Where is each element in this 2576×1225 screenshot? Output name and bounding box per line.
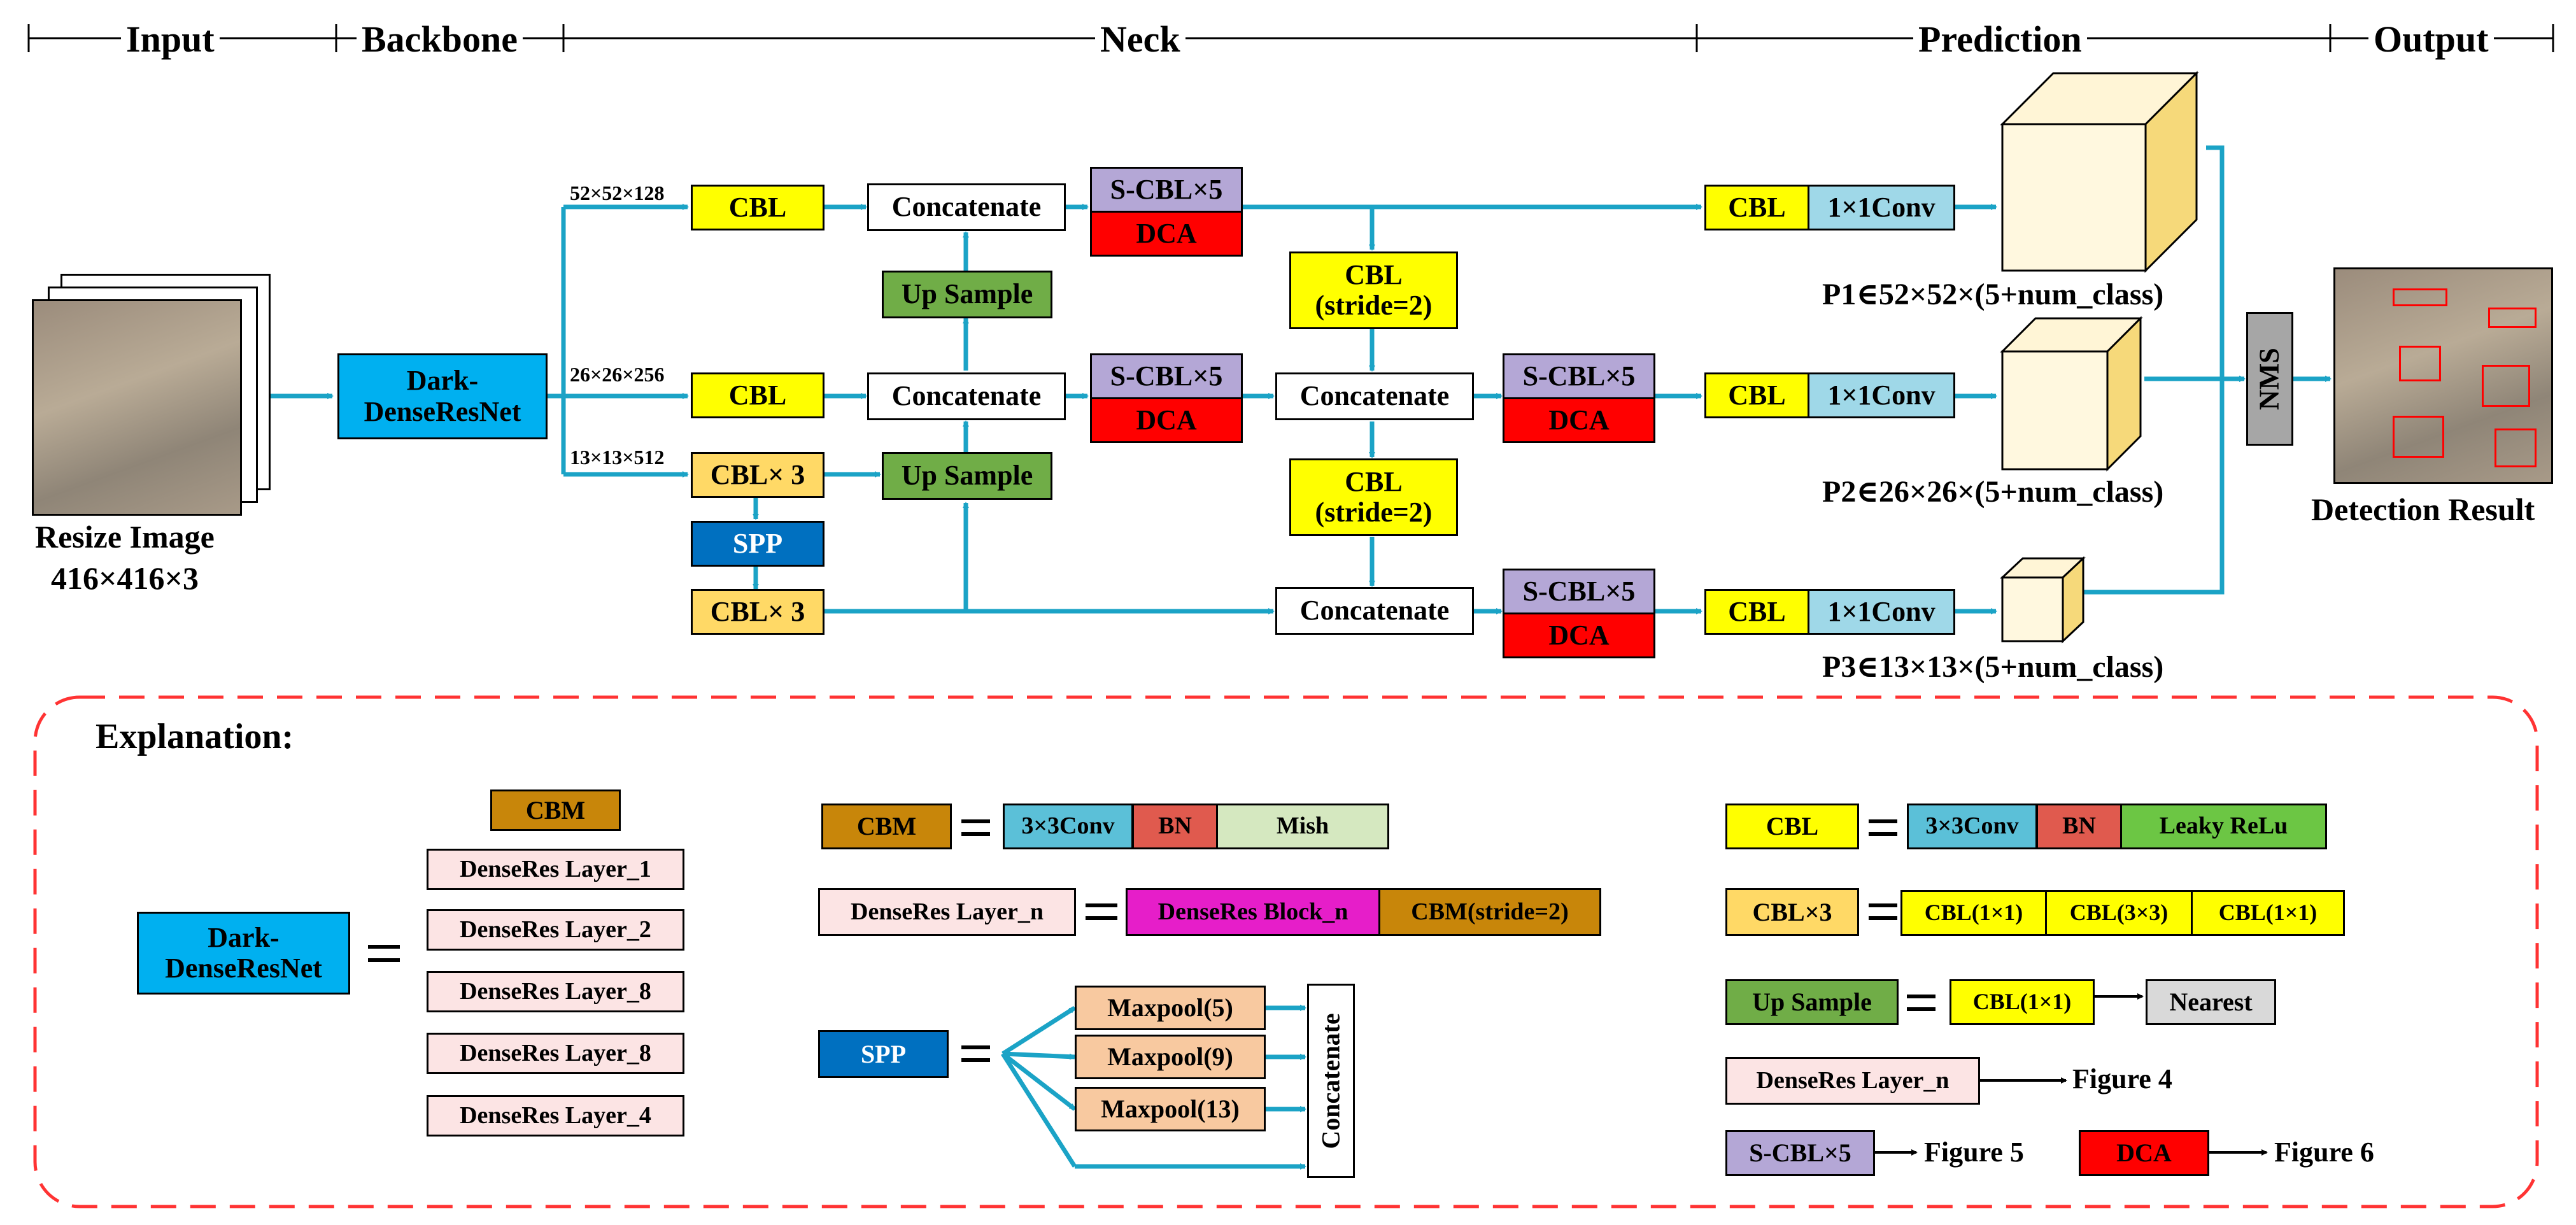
exp-cbl-bn: BN	[2036, 804, 2122, 849]
detection-result-caption: Detection Result	[2311, 492, 2535, 527]
exp-cbl3-c: CBL(1×1)	[2191, 890, 2345, 936]
exp-stack-layer8a: DenseRes Layer_8	[427, 971, 684, 1012]
pred-cbl-2: CBL	[1704, 372, 1809, 418]
exp-maxpool9: Maxpool(9)	[1075, 1035, 1266, 1079]
exp-cbm-bn: BN	[1132, 804, 1218, 849]
dim-52: 52×52×128	[570, 181, 665, 204]
exp-cbm: CBM	[821, 804, 952, 849]
exp-up-nearest: Nearest	[2146, 979, 2276, 1025]
neck-concat-top: Concatenate	[867, 183, 1066, 231]
input-caption-line2: 416×416×3	[51, 560, 199, 596]
exp-scbl: S-CBL×5	[1725, 1130, 1875, 1176]
exp-cbl3: CBL×3	[1725, 888, 1859, 936]
exp-cbm-conv: 3×3Conv	[1003, 804, 1133, 849]
cube-p1	[2000, 71, 2199, 273]
header-backbone: Backbone	[357, 18, 523, 60]
pred-cbl-1: CBL	[1704, 185, 1809, 230]
neck-concat-right-mid: Concatenate	[1275, 372, 1474, 420]
exp-spp-concat-label: Concatenate	[1316, 1012, 1345, 1149]
exp-cbm-mish: Mish	[1216, 804, 1389, 849]
p1-label: P1∈52×52×(5+num_class)	[1822, 278, 2164, 311]
exp-maxpool5: Maxpool(5)	[1075, 986, 1266, 1030]
neck-dca-top: DCA	[1090, 211, 1243, 257]
neck-dca-right-mid: DCA	[1503, 397, 1655, 443]
neck-dca-mid: DCA	[1090, 397, 1243, 443]
exp-dref: DenseRes Layer_n	[1725, 1057, 1980, 1105]
exp-maxpool13: Maxpool(13)	[1075, 1087, 1266, 1131]
exp-cbl3-b: CBL(3×3)	[2045, 890, 2193, 936]
neck-scbl-mid: S-CBL×5	[1090, 353, 1243, 399]
header-neck: Neck	[1095, 18, 1185, 60]
neck-scbl-top: S-CBL×5	[1090, 167, 1243, 213]
exp-cbl-leaky: Leaky ReLu	[2120, 804, 2327, 849]
exp-spp-concat: Concatenate	[1307, 984, 1355, 1178]
cube-p3	[2000, 556, 2086, 644]
exp-stack-layer2: DenseRes Layer_2	[427, 909, 684, 951]
neck-spp: SPP	[691, 521, 824, 567]
detection-box	[2495, 428, 2537, 467]
neck-cbl-stride-bottom: CBL (stride=2)	[1289, 458, 1458, 536]
dark-denseresnet-block: Dark- DenseResNet	[337, 353, 548, 439]
p3-label: P3∈13×13×(5+num_class)	[1822, 650, 2164, 684]
exp-cbl3-a: CBL(1×1)	[1900, 890, 2047, 936]
explanation-title: Explanation:	[96, 717, 294, 756]
explanation-arrows	[1875, 993, 2268, 1156]
exp-dca: DCA	[2079, 1130, 2209, 1176]
detection-box	[2393, 416, 2444, 458]
detection-box	[2399, 346, 2441, 381]
neck-cbl-52: CBL	[691, 185, 824, 230]
exp-dref-figure: Figure 4	[2072, 1063, 2172, 1094]
p2-label: P2∈26×26×(5+num_class)	[1822, 475, 2164, 509]
pred-conv-3: 1×1Conv	[1808, 589, 1955, 635]
exp-up-cbl: CBL(1×1)	[1950, 979, 2095, 1025]
dim-26: 26×26×256	[570, 363, 665, 386]
exp-cbl-conv: 3×3Conv	[1907, 804, 2037, 849]
neck-cbl3-top: CBL× 3	[691, 452, 824, 498]
neck-cbl-stride-top: CBL (stride=2)	[1289, 251, 1458, 329]
header-prediction: Prediction	[1913, 18, 2087, 60]
neck-upsample-top: Up Sample	[882, 271, 1052, 318]
detection-box	[2482, 365, 2530, 407]
nms-block: NMS	[2246, 312, 2293, 446]
pred-conv-1: 1×1Conv	[1808, 185, 1955, 230]
exp-stack-cbm: CBM	[490, 790, 621, 831]
pred-cbl-3: CBL	[1704, 589, 1809, 635]
detection-result-image	[2333, 267, 2553, 484]
neck-dca-bottom: DCA	[1503, 612, 1655, 658]
dim-13: 13×13×512	[570, 446, 665, 469]
exp-spp: SPP	[818, 1030, 949, 1078]
neck-scbl-right-mid: S-CBL×5	[1503, 353, 1655, 399]
header-output: Output	[2368, 18, 2494, 60]
detection-box	[2393, 288, 2447, 306]
flow-arrows	[258, 145, 2332, 1170]
equals-signs	[368, 819, 1936, 1062]
exp-scbl-figure: Figure 5	[1924, 1136, 2024, 1168]
exp-denselayer-block: DenseRes Block_n	[1126, 888, 1380, 936]
exp-cbl: CBL	[1725, 804, 1859, 849]
neck-cbl-26: CBL	[691, 372, 824, 418]
pred-conv-2: 1×1Conv	[1808, 372, 1955, 418]
exp-denselayer: DenseRes Layer_n	[818, 888, 1076, 936]
exp-dark-denseresnet: Dark- DenseResNet	[137, 912, 350, 995]
exp-stack-layer4: DenseRes Layer_4	[427, 1095, 684, 1136]
neck-cbl3-bottom: CBL× 3	[691, 589, 824, 635]
cube-p2	[2000, 316, 2143, 472]
input-aerial-image	[32, 299, 242, 516]
exp-stack-layer8b: DenseRes Layer_8	[427, 1033, 684, 1074]
exp-denselayer-cbm: CBM(stride=2)	[1378, 888, 1601, 936]
neck-scbl-bottom: S-CBL×5	[1503, 569, 1655, 614]
nms-label: NMS	[2253, 348, 2285, 410]
exp-dca-figure: Figure 6	[2274, 1136, 2374, 1168]
neck-concat-mid: Concatenate	[867, 372, 1066, 420]
exp-upsample: Up Sample	[1725, 979, 1899, 1025]
input-caption-line1: Resize Image	[35, 519, 215, 555]
exp-stack-layer1: DenseRes Layer_1	[427, 849, 684, 890]
header-input: Input	[121, 18, 220, 60]
explanation-frame	[33, 695, 2539, 1208]
neck-concat-bottom: Concatenate	[1275, 587, 1474, 635]
detection-box	[2488, 308, 2537, 328]
neck-upsample-bottom: Up Sample	[882, 452, 1052, 500]
